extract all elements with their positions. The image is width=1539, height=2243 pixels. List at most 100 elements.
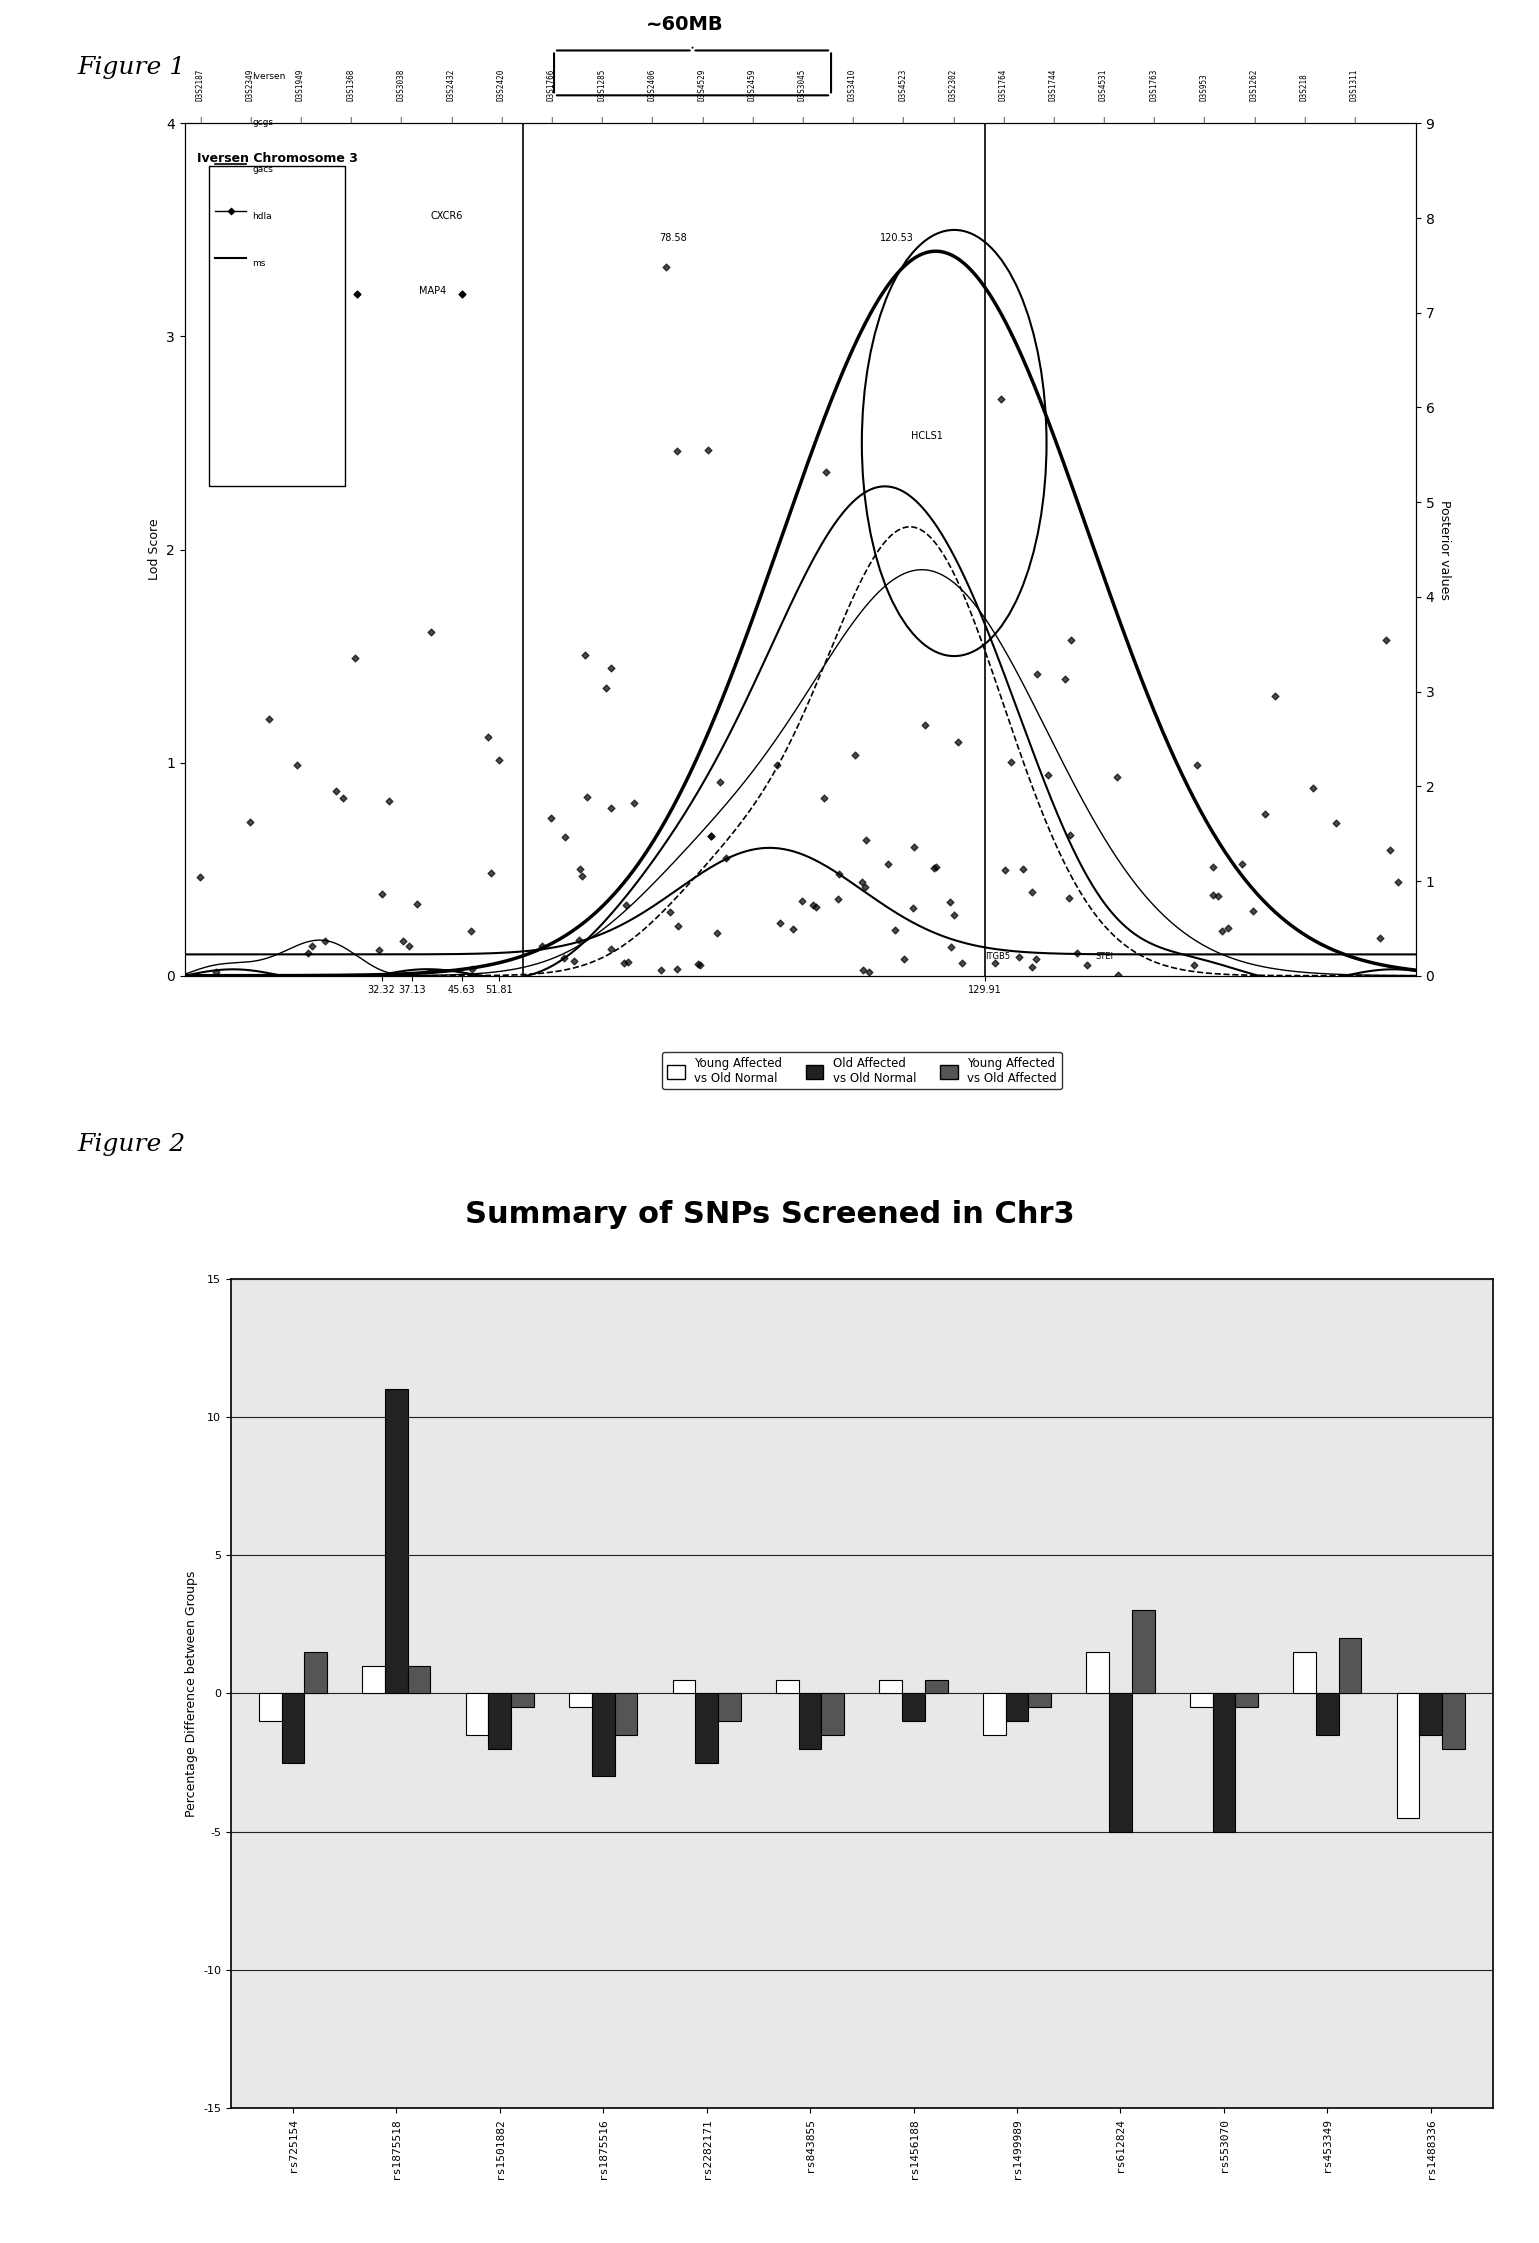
Point xyxy=(562,942,586,978)
Point xyxy=(900,890,925,926)
Text: gcgs: gcgs xyxy=(252,119,274,128)
Point xyxy=(939,929,963,964)
Text: D3S1368: D3S1368 xyxy=(346,70,356,101)
Text: 120.53: 120.53 xyxy=(880,233,914,242)
Text: |: | xyxy=(349,117,352,123)
Point xyxy=(295,935,320,971)
Text: D3S2187: D3S2187 xyxy=(195,70,205,101)
Text: Iversen: Iversen xyxy=(252,72,286,81)
Point xyxy=(419,615,443,650)
Bar xyxy=(925,1680,948,1693)
Point xyxy=(460,951,485,987)
Text: |: | xyxy=(199,117,202,123)
Text: D3S1766: D3S1766 xyxy=(546,70,556,101)
Text: 32.32
37.13
45.63
51.81: 32.32 37.13 45.63 51.81 xyxy=(399,1572,426,1617)
Point xyxy=(768,906,793,942)
Text: 78.58: 78.58 xyxy=(659,233,686,242)
Point xyxy=(1240,893,1265,929)
Bar xyxy=(879,1680,902,1693)
Point xyxy=(566,922,591,958)
Point xyxy=(1076,947,1100,982)
Bar xyxy=(305,1651,328,1693)
Point xyxy=(1185,747,1210,783)
Text: D3S2459: D3S2459 xyxy=(748,70,757,101)
Text: |: | xyxy=(249,117,251,123)
Point xyxy=(331,781,356,816)
Point xyxy=(397,929,422,964)
Text: |: | xyxy=(600,117,603,123)
Point xyxy=(1253,796,1277,832)
Point xyxy=(594,671,619,707)
Point xyxy=(599,931,623,967)
Point xyxy=(765,747,790,783)
Point xyxy=(1300,769,1325,805)
Point xyxy=(325,772,349,807)
Bar xyxy=(1028,1693,1051,1707)
Bar xyxy=(696,1693,719,1763)
Point xyxy=(649,951,674,987)
Point xyxy=(391,922,416,958)
Point xyxy=(803,888,828,924)
Point xyxy=(685,947,709,982)
Point xyxy=(814,453,839,489)
Point xyxy=(950,944,974,980)
Text: |: | xyxy=(1253,117,1256,123)
Bar xyxy=(362,1667,385,1693)
Point xyxy=(705,915,729,951)
Point xyxy=(1377,832,1402,868)
Text: |: | xyxy=(1002,117,1005,123)
Point xyxy=(312,924,337,960)
Text: D3S1744: D3S1744 xyxy=(1048,70,1057,101)
Point xyxy=(993,852,1017,888)
Point xyxy=(699,819,723,855)
Point xyxy=(574,778,599,814)
Point xyxy=(622,785,646,821)
Text: MAP4: MAP4 xyxy=(419,285,446,296)
Point xyxy=(1056,879,1080,915)
Text: D3S1311: D3S1311 xyxy=(1350,70,1359,101)
Point xyxy=(479,855,503,890)
Bar xyxy=(799,1693,822,1750)
Bar xyxy=(1419,1693,1442,1736)
Point xyxy=(1053,662,1077,698)
Bar xyxy=(673,1680,696,1693)
Text: D3S4523: D3S4523 xyxy=(899,70,906,101)
Text: Iversen Chromosome 3: Iversen Chromosome 3 xyxy=(197,153,359,164)
Point xyxy=(850,864,874,899)
Point xyxy=(449,276,474,312)
Point xyxy=(853,868,877,904)
Point xyxy=(285,747,309,783)
Point xyxy=(459,913,483,949)
Point xyxy=(780,911,805,947)
Point xyxy=(922,850,946,886)
Bar xyxy=(1236,1693,1257,1707)
Bar xyxy=(776,1680,799,1693)
Point xyxy=(990,381,1014,417)
Point xyxy=(902,828,926,864)
Bar xyxy=(822,1693,845,1736)
Point xyxy=(205,953,229,989)
Point xyxy=(1230,846,1254,881)
Point xyxy=(300,929,325,964)
Text: |: | xyxy=(1304,117,1305,123)
Bar xyxy=(1087,1651,1110,1693)
Text: D3S4529: D3S4529 xyxy=(697,70,706,101)
Bar xyxy=(1442,1693,1465,1750)
Bar xyxy=(1005,1693,1028,1720)
Point xyxy=(1020,949,1045,985)
Bar xyxy=(1213,1693,1236,1833)
Text: |: | xyxy=(751,117,753,123)
Bar xyxy=(1131,1610,1154,1693)
Bar xyxy=(511,1693,534,1707)
Text: STEI: STEI xyxy=(1096,951,1114,960)
Point xyxy=(1025,657,1050,693)
Bar xyxy=(593,1693,614,1776)
Bar xyxy=(1190,1693,1213,1707)
Point xyxy=(1059,621,1083,657)
Text: |: | xyxy=(1053,117,1054,123)
Point xyxy=(925,848,950,884)
Text: |: | xyxy=(299,117,302,123)
Bar xyxy=(385,1388,408,1693)
Point xyxy=(366,933,391,969)
Legend: Young Affected
vs Old Normal, Old Affected
vs Old Normal, Young Affected
vs Old : Young Affected vs Old Normal, Old Affect… xyxy=(662,1052,1062,1090)
